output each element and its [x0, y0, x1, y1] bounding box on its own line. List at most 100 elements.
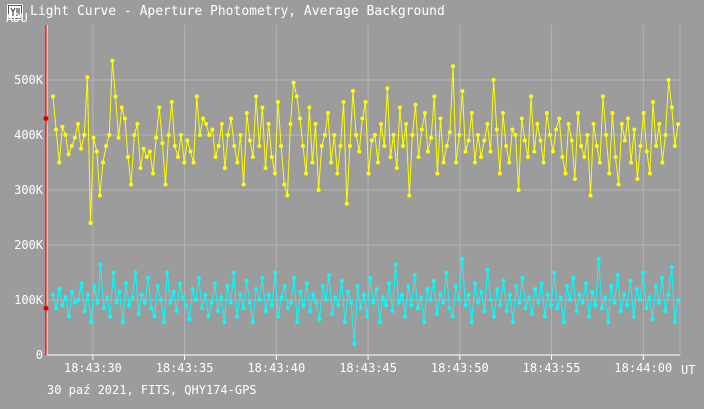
app-logo-icon[interactable] [7, 4, 23, 20]
data-point [228, 300, 233, 305]
data-point [613, 155, 618, 159]
data-point [254, 287, 258, 291]
data-point [504, 144, 509, 148]
data-point [344, 201, 349, 206]
data-point [207, 133, 212, 137]
data-point [294, 94, 299, 99]
data-point [285, 193, 290, 198]
data-point [432, 94, 437, 99]
data-point [597, 160, 602, 165]
data-point [457, 298, 462, 302]
data-point [244, 111, 249, 115]
data-point [66, 314, 71, 319]
data-point [529, 94, 534, 99]
data-point [313, 122, 318, 126]
data-point [429, 135, 434, 140]
data-point [428, 298, 433, 302]
series-line-1 [52, 258, 679, 345]
data-point [438, 292, 443, 297]
data-point [618, 309, 623, 313]
data-point [114, 300, 119, 305]
y-tick-label: 100K [14, 293, 44, 307]
data-point [213, 155, 218, 159]
data-point [219, 122, 224, 126]
data-point [89, 320, 94, 324]
data-point [210, 127, 215, 132]
data-point [363, 100, 368, 104]
data-point [504, 309, 509, 313]
y-axis-label: ADU [6, 11, 28, 25]
data-point [676, 298, 680, 302]
data-point [563, 171, 568, 176]
time-cursor[interactable] [43, 25, 49, 355]
data-point [426, 149, 430, 154]
data-point [441, 160, 446, 165]
data-point [365, 314, 370, 319]
data-point [587, 314, 592, 319]
data-point [453, 284, 458, 289]
data-point [409, 303, 414, 308]
data-point [341, 100, 346, 104]
data-point [57, 287, 62, 291]
data-point [327, 273, 331, 278]
data-point [92, 284, 97, 289]
data-point [422, 111, 427, 115]
data-point [561, 320, 566, 324]
data-point [513, 133, 518, 137]
data-point [619, 122, 624, 126]
data-point [412, 273, 417, 278]
data-point [182, 160, 187, 165]
data-point [454, 160, 459, 165]
data-point [663, 309, 668, 313]
data-point [238, 133, 243, 137]
data-point [63, 295, 68, 300]
data-point [304, 171, 309, 176]
data-point [396, 300, 401, 305]
data-point [250, 320, 255, 324]
data-point [82, 309, 87, 313]
data-point [116, 135, 121, 140]
x-tick-label: 18:44:00 [614, 361, 672, 375]
data-point [197, 133, 202, 137]
data-point [63, 133, 68, 137]
y-tick-label: 200K [14, 238, 44, 252]
data-point [552, 270, 557, 275]
data-point [88, 221, 93, 225]
data-point [113, 94, 118, 99]
data-point [85, 292, 90, 297]
data-point [580, 300, 585, 305]
data-point [551, 149, 555, 154]
data-point [526, 295, 531, 300]
data-point [369, 138, 374, 143]
data-point [269, 303, 274, 308]
data-point [160, 141, 165, 146]
data-point [604, 133, 609, 137]
data-point [431, 278, 436, 283]
data-point [191, 160, 196, 165]
y-tick-label: 300K [14, 183, 44, 197]
data-point [279, 295, 284, 300]
data-point [532, 149, 537, 154]
data-point [560, 155, 565, 159]
data-point [507, 160, 512, 165]
data-point [95, 300, 100, 305]
data-point [225, 284, 230, 289]
data-point [672, 320, 677, 324]
data-point [444, 270, 449, 275]
data-point [572, 177, 577, 181]
data-point [329, 160, 334, 165]
data-point [292, 276, 297, 280]
data-point [538, 138, 543, 143]
data-point [276, 314, 281, 319]
data-point [319, 144, 324, 148]
data-point [282, 182, 287, 187]
data-point [357, 149, 362, 154]
data-point [466, 138, 471, 143]
data-point [194, 94, 199, 99]
data-point [342, 320, 347, 324]
data-point [571, 276, 576, 280]
data-point [229, 116, 234, 121]
data-point [523, 306, 528, 311]
data-point [536, 300, 541, 305]
